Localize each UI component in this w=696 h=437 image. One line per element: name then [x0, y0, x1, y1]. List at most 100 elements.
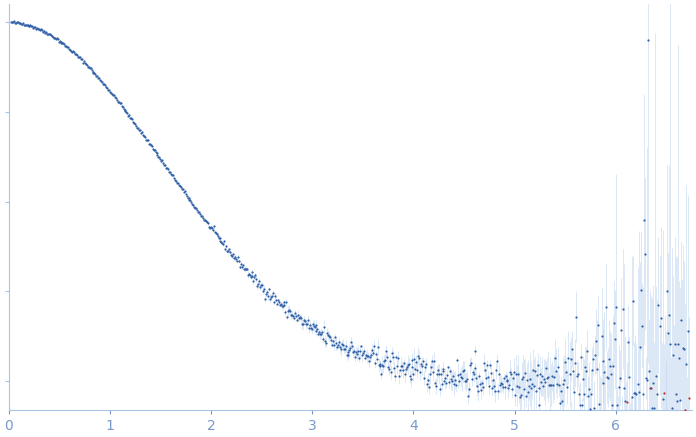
Point [466, 375, 477, 382]
Point [305, 325, 316, 332]
Point [429, 380, 441, 387]
Point [610, 304, 622, 311]
Point [462, 392, 473, 399]
Point [81, 62, 93, 69]
Point [427, 368, 438, 375]
Point [388, 364, 400, 371]
Point [630, 389, 641, 396]
Point [536, 379, 547, 386]
Point [431, 370, 442, 377]
Point [287, 311, 298, 318]
Point [212, 232, 223, 239]
Point [487, 377, 498, 384]
Point [333, 339, 345, 346]
Point [218, 240, 229, 247]
Point [329, 341, 340, 348]
Point [174, 182, 185, 189]
Point [403, 360, 414, 367]
Point [200, 218, 212, 225]
Point [397, 366, 409, 373]
Point [521, 377, 532, 384]
Point [412, 366, 423, 373]
Point [327, 337, 338, 344]
Point [571, 372, 583, 379]
Point [428, 357, 439, 364]
Point [86, 67, 97, 74]
Point [586, 366, 597, 373]
Point [109, 94, 120, 101]
Point [363, 358, 374, 365]
Point [433, 370, 444, 377]
Point [294, 313, 306, 320]
Point [390, 372, 401, 379]
Point [175, 184, 187, 191]
Point [329, 334, 340, 341]
Point [422, 381, 433, 388]
Point [220, 246, 231, 253]
Point [521, 393, 532, 400]
Point [155, 155, 166, 162]
Point [60, 42, 71, 49]
Point [558, 377, 569, 384]
Point [441, 379, 452, 386]
Point [593, 400, 604, 407]
Point [606, 371, 617, 378]
Point [311, 328, 322, 335]
Point [292, 312, 303, 319]
Point [290, 310, 301, 317]
Point [477, 380, 488, 387]
Point [102, 84, 113, 91]
Point [40, 29, 52, 36]
Point [235, 264, 246, 271]
Point [84, 64, 95, 71]
Point [127, 115, 138, 122]
Point [230, 254, 241, 261]
Point [571, 313, 582, 320]
Point [580, 368, 592, 375]
Point [324, 333, 335, 340]
Point [35, 25, 47, 32]
Point [544, 382, 555, 389]
Point [297, 321, 308, 328]
Point [627, 297, 638, 304]
Point [40, 29, 51, 36]
Point [548, 382, 559, 388]
Point [413, 352, 424, 359]
Point [203, 219, 214, 226]
Point [26, 23, 37, 30]
Point [334, 344, 345, 351]
Point [146, 142, 157, 149]
Point [302, 317, 313, 324]
Point [682, 328, 693, 335]
Point [35, 27, 46, 34]
Point [18, 22, 29, 29]
Point [631, 391, 642, 398]
Point [628, 390, 639, 397]
Point [166, 170, 177, 177]
Point [359, 354, 370, 361]
Point [345, 344, 356, 351]
Point [134, 127, 145, 134]
Point [533, 402, 544, 409]
Point [580, 364, 591, 371]
Point [95, 78, 106, 85]
Point [262, 293, 274, 300]
Point [602, 374, 613, 381]
Point [422, 377, 434, 384]
Point [544, 381, 555, 388]
Point [201, 218, 212, 225]
Point [338, 345, 349, 352]
Point [196, 212, 207, 219]
Point [142, 137, 153, 144]
Point [119, 107, 130, 114]
Point [139, 133, 150, 140]
Point [228, 254, 239, 261]
Point [248, 277, 259, 284]
Point [269, 292, 280, 299]
Point [490, 367, 501, 374]
Point [647, 379, 658, 386]
Point [522, 388, 533, 395]
Point [502, 378, 513, 385]
Point [463, 386, 474, 393]
Point [527, 366, 538, 373]
